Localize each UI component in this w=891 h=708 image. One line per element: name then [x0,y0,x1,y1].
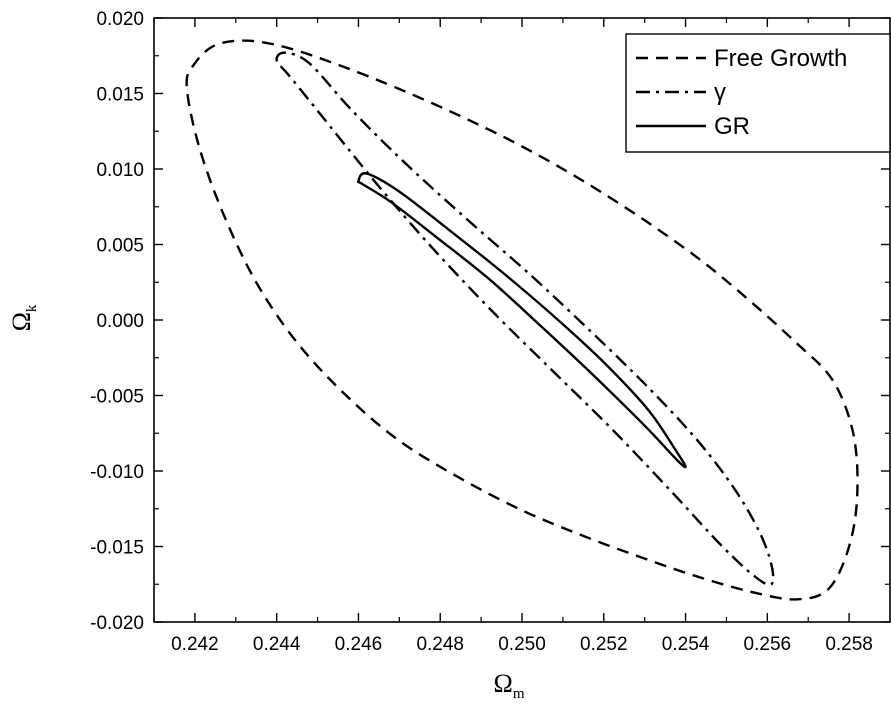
x-axis-label-symbol: Ω [494,669,513,698]
x-tick-label: 0.246 [335,634,383,655]
contour-free-growth [185,39,859,601]
x-tick-label: 0.244 [253,634,301,655]
x-tick-label: 0.256 [744,634,792,655]
x-axis-label: Ωm [494,669,525,702]
x-axis-ticks [153,18,891,622]
y-tick-label: -0.010 [90,462,144,483]
legend-label: Free Growth [714,45,847,72]
y-axis-label-symbol: Ω [7,312,36,331]
x-axis-tick-labels: 0.242 0.244 0.246 0.248 0.250 0.252 0.254 0.256… [171,634,873,655]
x-axis-label-subscript: m [513,686,525,702]
legend: Free Growth γ GR [625,33,891,153]
x-tick-label: 0.242 [171,634,219,655]
contour-lines [185,39,859,601]
y-tick-label: 0.005 [96,236,144,257]
y-tick-label: -0.005 [90,387,144,408]
y-tick-label: -0.020 [90,613,144,634]
x-tick-label: 0.248 [416,634,464,655]
x-tick-label: 0.254 [662,634,710,655]
y-tick-label: 0.020 [96,9,144,30]
contour-gr [356,172,687,469]
y-axis-label-subscript: k [24,304,40,312]
y-tick-label: 0.010 [96,160,144,181]
y-tick-label: 0.000 [96,311,144,332]
y-axis-label: Ωk [7,304,40,331]
y-tick-label: -0.015 [90,538,144,559]
legend-label: γ [714,79,726,106]
x-tick-label: 0.252 [580,634,628,655]
legend-label: GR [714,113,750,140]
x-tick-label: 0.258 [825,634,873,655]
y-axis-ticks [154,17,890,623]
x-tick-label: 0.250 [498,634,546,655]
y-axis-tick-labels: 0.020 0.015 0.010 0.005 0.000 -0.005 -0.010 -0.… [90,9,144,634]
y-tick-label: 0.015 [96,85,144,106]
